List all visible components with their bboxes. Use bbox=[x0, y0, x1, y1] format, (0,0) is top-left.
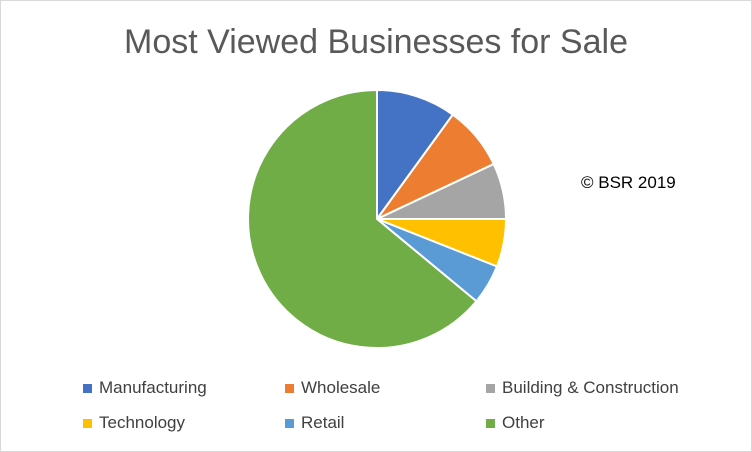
legend-item-wholesale: Wholesale bbox=[285, 378, 380, 398]
legend-swatch bbox=[83, 383, 92, 393]
legend-swatch bbox=[486, 418, 495, 428]
pie-slice-manufacturing bbox=[376, 89, 454, 220]
legend-item-building-construction: Building & Construction bbox=[486, 378, 679, 398]
legend-item-manufacturing: Manufacturing bbox=[83, 378, 207, 398]
legend-item-technology: Technology bbox=[83, 413, 185, 433]
legend-label: Retail bbox=[301, 413, 345, 432]
legend-label: Technology bbox=[99, 413, 186, 432]
legend-swatch bbox=[486, 383, 495, 393]
legend-swatch bbox=[83, 418, 92, 428]
legend-label: Manufacturing bbox=[99, 378, 207, 397]
copyright-text: © BSR 2019 bbox=[581, 173, 676, 192]
legend-label: Other bbox=[502, 413, 545, 432]
chart-title: Most Viewed Businesses for Sale bbox=[124, 23, 628, 61]
legend-label: Building & Construction bbox=[502, 378, 679, 397]
legend-swatch bbox=[285, 418, 294, 428]
pie-slice-other bbox=[247, 89, 478, 349]
legend-item-other: Other bbox=[486, 413, 545, 433]
legend-item-retail: Retail bbox=[285, 413, 344, 433]
legend-label: Wholesale bbox=[301, 378, 381, 397]
legend-swatch bbox=[285, 383, 294, 393]
